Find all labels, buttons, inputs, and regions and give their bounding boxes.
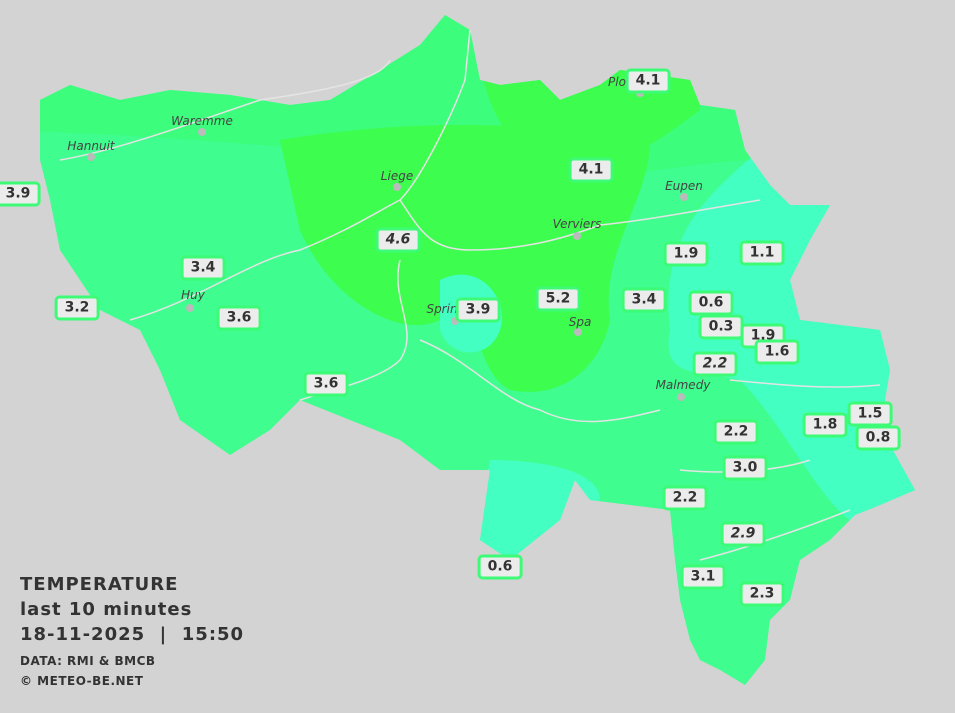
city-dot: [87, 153, 95, 161]
city-dot: [186, 304, 194, 312]
station-value[interactable]: 3.1: [680, 564, 726, 590]
station-value[interactable]: 0.6: [477, 554, 523, 580]
city-eupen: Eupen: [665, 179, 703, 193]
city-verviers: Verviers: [552, 217, 602, 231]
station-value[interactable]: 1.1: [739, 240, 785, 266]
station-value[interactable]: 3.9: [455, 297, 501, 323]
legend-datetime: 18-11-2025 | 15:50: [20, 624, 245, 645]
legend-period: last 10 minutes: [20, 599, 193, 620]
city-dot: [677, 393, 685, 401]
station-value[interactable]: 3.4: [621, 287, 667, 313]
station-value[interactable]: 2.2: [692, 351, 738, 377]
station-value[interactable]: 4.6: [375, 227, 421, 253]
station-value[interactable]: 4.1: [568, 157, 614, 183]
city-dot: [680, 193, 688, 201]
legend-title: TEMPERATURE: [20, 574, 179, 595]
city-spa: Spa: [568, 315, 592, 329]
city-sprimont: Sprin: [426, 302, 458, 316]
legend-source: DATA: RMI & BMCB: [20, 654, 156, 668]
station-value[interactable]: 1.6: [754, 339, 800, 365]
station-value[interactable]: 1.9: [663, 241, 709, 267]
station-value[interactable]: 3.9: [0, 181, 41, 207]
city-dot: [198, 128, 206, 136]
city-malmedy: Malmedy: [655, 378, 711, 392]
station-value[interactable]: 3.6: [216, 305, 262, 331]
city-dot: [573, 232, 581, 240]
city-dot: [574, 328, 582, 336]
city-plombieres: Plo: [608, 75, 626, 89]
station-value[interactable]: 5.2: [535, 286, 581, 312]
station-value[interactable]: 0.8: [855, 425, 901, 451]
station-value[interactable]: 3.0: [722, 455, 768, 481]
station-value[interactable]: 1.8: [802, 412, 848, 438]
station-value[interactable]: 2.9: [720, 521, 766, 547]
legend-credit: © METEO-BE.NET: [20, 674, 144, 688]
rivers: [59, 29, 881, 561]
city-liege: Liege: [380, 169, 414, 183]
station-value[interactable]: 2.2: [713, 419, 759, 445]
city-dot: [393, 183, 401, 191]
station-value[interactable]: 3.6: [303, 371, 349, 397]
city-huy: Huy: [181, 288, 205, 302]
city-dot: [451, 317, 459, 325]
zone-warm-center: [280, 125, 650, 392]
station-value[interactable]: 1.5: [847, 401, 893, 427]
city-hannuit: Hannuit: [67, 139, 115, 153]
station-value[interactable]: 2.3: [739, 581, 785, 607]
city-waremme: Waremme: [171, 114, 233, 128]
station-value[interactable]: 2.2: [662, 485, 708, 511]
station-value[interactable]: 0.3: [698, 314, 744, 340]
station-value[interactable]: 4.1: [625, 68, 671, 94]
station-value[interactable]: 0.6: [688, 290, 734, 316]
station-value[interactable]: 3.4: [180, 255, 226, 281]
station-value[interactable]: 3.2: [54, 295, 100, 321]
zone-cool-south: [470, 460, 600, 562]
legend: TEMPERATURE last 10 minutes 18-11-2025 |…: [20, 572, 244, 691]
